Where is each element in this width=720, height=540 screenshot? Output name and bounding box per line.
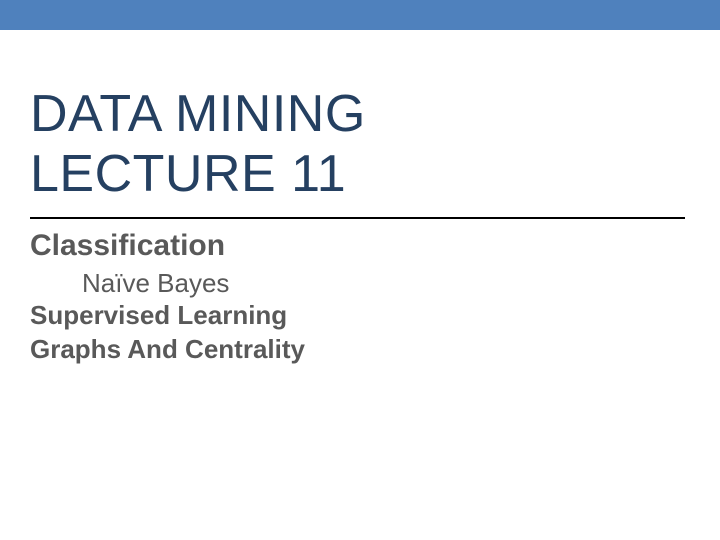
subtitle-line-2: Supervised Learning bbox=[30, 299, 690, 333]
title-line-1: DATA MINING bbox=[30, 85, 366, 143]
subtitle-heading: Classification bbox=[30, 229, 690, 263]
slide-title: DATA MINING LECTURE 11 bbox=[30, 85, 690, 205]
top-accent-bar bbox=[0, 0, 720, 30]
title-divider bbox=[30, 217, 685, 219]
title-line-2: LECTURE 11 bbox=[30, 145, 346, 203]
subtitle-indent-line: Naïve Bayes bbox=[30, 267, 690, 300]
slide-content: DATA MINING LECTURE 11 Classification Na… bbox=[0, 30, 720, 367]
subtitle-line-3: Graphs And Centrality bbox=[30, 333, 690, 367]
